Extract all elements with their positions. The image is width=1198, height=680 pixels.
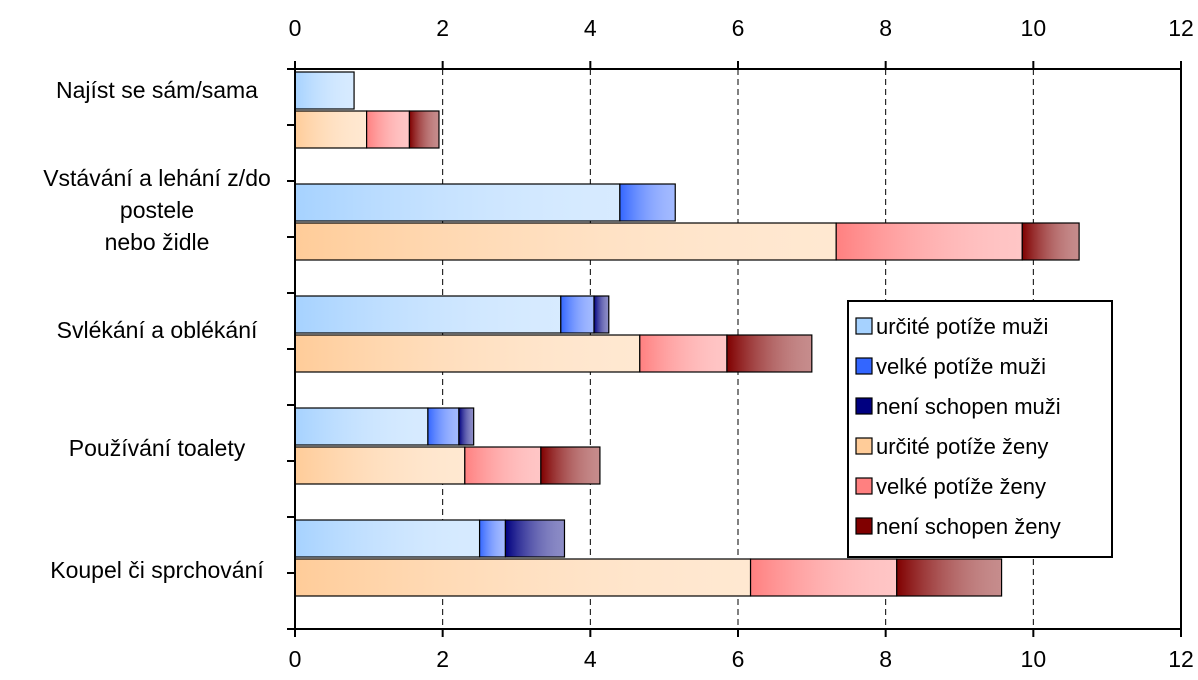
x-tick-label-bottom: 6 bbox=[732, 646, 745, 672]
bar-neni-schopen-zeny-3 bbox=[540, 446, 601, 485]
bar-urcite-potize-muzi-1 bbox=[294, 183, 621, 222]
svg-text:velké potíže muži: velké potíže muži bbox=[876, 354, 1046, 379]
bar-urcite-potize-zeny-3 bbox=[294, 446, 466, 485]
tick-labels: 0 0 2 2 4 4 6 6 8 8 10 10 12 12 bbox=[289, 15, 1194, 672]
bar-neni-schopen-zeny-1 bbox=[1021, 222, 1080, 261]
bar-urcite-potize-zeny-2 bbox=[294, 334, 641, 373]
legend-entry-velke-potize-muzi: velké potíže muži bbox=[855, 354, 1046, 379]
x-tick-label-top: 12 bbox=[1168, 15, 1194, 41]
bar-velke-potize-zeny-1 bbox=[835, 222, 1023, 261]
x-tick-label-top: 6 bbox=[732, 15, 745, 41]
svg-text:není schopen ženy: není schopen ženy bbox=[876, 514, 1061, 539]
bar-urcite-potize-muzi-3 bbox=[294, 407, 429, 446]
bar-neni-schopen-muzi-2 bbox=[593, 295, 610, 334]
bar-urcite-potize-muzi-2 bbox=[294, 295, 562, 334]
bar-urcite-potize-zeny-1 bbox=[294, 222, 837, 261]
x-tick-label-bottom: 8 bbox=[879, 646, 892, 672]
category-labels: Najíst se sám/sama Vstávání a lehání z/do… bbox=[43, 77, 271, 583]
x-tick-label-top: 10 bbox=[1021, 15, 1047, 41]
legend-box bbox=[847, 300, 1113, 558]
bar-urcite-potize-zeny-4 bbox=[294, 558, 752, 597]
bar-neni-schopen-zeny-4 bbox=[896, 558, 1003, 597]
bar-velke-potize-zeny-0 bbox=[366, 110, 411, 149]
category-label-2: Svlékání a oblékání bbox=[57, 317, 258, 343]
legend-entry-urcite-potize-zeny: určité potíže ženy bbox=[855, 434, 1048, 459]
bar-velke-potize-zeny-2 bbox=[639, 334, 728, 373]
bar-velke-potize-muzi-4 bbox=[478, 519, 507, 558]
svg-text:určité potíže ženy: určité potíže ženy bbox=[876, 434, 1048, 459]
bar-neni-schopen-muzi-4 bbox=[504, 519, 566, 558]
x-tick-label-bottom: 4 bbox=[584, 646, 597, 672]
category-label-1: Vstávání a lehání z/do postele nebo židle bbox=[43, 165, 271, 255]
x-tick-label-bottom: 12 bbox=[1168, 646, 1194, 672]
x-tick-label-top: 8 bbox=[879, 15, 892, 41]
bar-neni-schopen-zeny-2 bbox=[726, 334, 813, 373]
x-tick-label-top: 0 bbox=[289, 15, 302, 41]
bars bbox=[294, 71, 1080, 597]
bar-neni-schopen-zeny-0 bbox=[408, 110, 440, 149]
category-label-0: Najíst se sám/sama bbox=[56, 77, 258, 103]
svg-text:není schopen muži: není schopen muži bbox=[876, 394, 1061, 419]
svg-text:velké potíže ženy: velké potíže ženy bbox=[876, 474, 1046, 499]
bar-velke-potize-muzi-3 bbox=[427, 407, 460, 446]
category-label-4: Koupel či sprchování bbox=[50, 557, 264, 583]
category-label-3: Používání toalety bbox=[69, 435, 246, 461]
legend-entry-velke-potize-zeny: velké potíže ženy bbox=[855, 474, 1046, 499]
bar-urcite-potize-zeny-0 bbox=[294, 110, 368, 149]
bar-urcite-potize-muzi-4 bbox=[294, 519, 481, 558]
legend-entry-urcite-potize-muzi: určité potíže muži bbox=[855, 314, 1048, 339]
x-tick-label-top: 2 bbox=[436, 15, 449, 41]
legend-entry-neni-schopen-zeny: není schopen ženy bbox=[855, 514, 1061, 539]
bar-velke-potize-muzi-2 bbox=[560, 295, 595, 334]
legend-entry-neni-schopen-muzi: není schopen muži bbox=[855, 394, 1061, 419]
bar-velke-potize-zeny-3 bbox=[464, 446, 542, 485]
axes bbox=[287, 61, 1182, 637]
x-tick-label-bottom: 2 bbox=[436, 646, 449, 672]
bar-neni-schopen-muzi-3 bbox=[458, 407, 475, 446]
bar-velke-potize-zeny-4 bbox=[749, 558, 898, 597]
bar-velke-potize-muzi-1 bbox=[619, 183, 676, 222]
x-tick-label-bottom: 10 bbox=[1021, 646, 1047, 672]
svg-text:určité potíže muži: určité potíže muži bbox=[876, 314, 1048, 339]
x-tick-label-bottom: 0 bbox=[289, 646, 302, 672]
legend: určité potíže muži velké potíže muži není … bbox=[847, 300, 1113, 558]
bar-urcite-potize-muzi-0 bbox=[294, 71, 355, 110]
x-tick-label-top: 4 bbox=[584, 15, 597, 41]
